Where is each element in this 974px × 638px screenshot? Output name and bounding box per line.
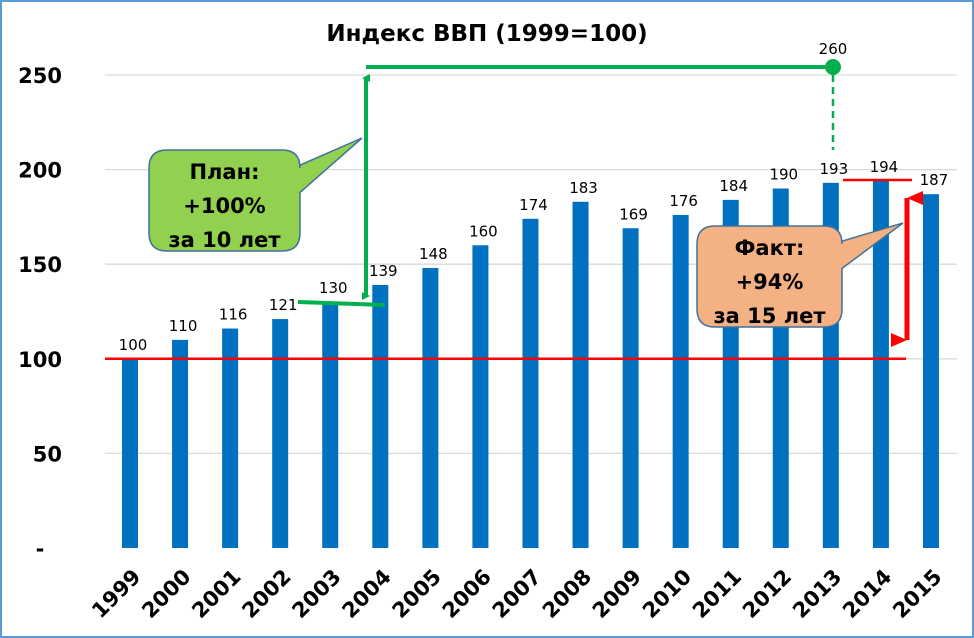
fact-callout-text: за 15 лет [713,304,826,328]
x-tick-label: 1999 [87,565,145,623]
data-label: 139 [369,262,398,280]
data-label: 160 [469,222,498,240]
bar-2009 [622,228,639,548]
bar-2004 [372,285,389,548]
x-tick-label: 2009 [588,565,646,623]
x-tick-label: 2006 [438,565,496,623]
fact-callout-text: Факт: [735,236,805,260]
x-tick-label: 2005 [388,565,446,623]
fact-callout-bubble [696,222,904,328]
data-label: 116 [219,306,248,324]
plan-callout-text: за 10 лет [168,228,281,252]
bar-2010 [672,215,689,548]
data-label: 187 [920,171,949,189]
bar-2014 [872,180,889,548]
plan-callout-bubble [148,137,363,252]
plan-target-point [825,59,841,75]
data-label: 194 [870,158,899,176]
x-tick-label: 2015 [888,565,946,623]
x-tick-label: 2001 [187,565,245,623]
plan-target-label: 260 [819,40,848,58]
x-tick-label: 2012 [738,565,796,623]
bar-1999 [122,358,138,548]
x-tick-label: 2003 [287,565,345,623]
data-label: 100 [119,336,148,354]
bar-2006 [472,245,489,548]
chart-title: Индекс ВВП (1999=100) [326,21,647,47]
bar-2001 [222,328,239,548]
data-label: 121 [269,296,298,314]
y-tick-label: 50 [33,442,62,466]
data-label: 184 [719,177,748,195]
bar-2002 [272,319,289,548]
y-tick-label: 100 [18,348,62,372]
y-tick-label: - [36,537,45,561]
plan-callout-text: План: [189,160,259,184]
data-label: 174 [519,196,548,214]
x-tick-label: 2010 [638,565,696,623]
y-tick-label: 250 [18,64,62,88]
data-label: 176 [669,192,698,210]
x-tick-label: 2002 [237,565,295,623]
data-label: 183 [569,179,598,197]
data-label: 193 [820,160,849,178]
data-label: 148 [419,245,448,263]
fact-callout-text: +94% [736,270,804,294]
x-tick-label: 2000 [137,565,195,623]
y-tick-label: 150 [18,253,62,277]
bar-2007 [522,218,539,549]
bar-2003 [322,302,339,548]
x-tick-label: 2007 [488,565,546,623]
data-label: 130 [319,279,348,297]
x-tick-label: 2008 [538,565,596,623]
bar-2008 [572,201,589,548]
x-tick-label: 2014 [838,565,896,623]
data-label: 169 [619,205,648,223]
bar-2005 [422,267,439,548]
x-tick-label: 2013 [788,565,846,623]
data-label: 110 [169,317,198,335]
bar-2015 [922,194,939,549]
x-tick-label: 2011 [688,565,746,623]
plan-baseline [297,300,386,307]
plan-callout-text: +100% [183,194,265,218]
data-label: 190 [769,166,798,184]
x-tick-label: 2004 [338,565,396,623]
bar-2000 [172,339,189,548]
y-tick-label: 200 [18,159,62,183]
